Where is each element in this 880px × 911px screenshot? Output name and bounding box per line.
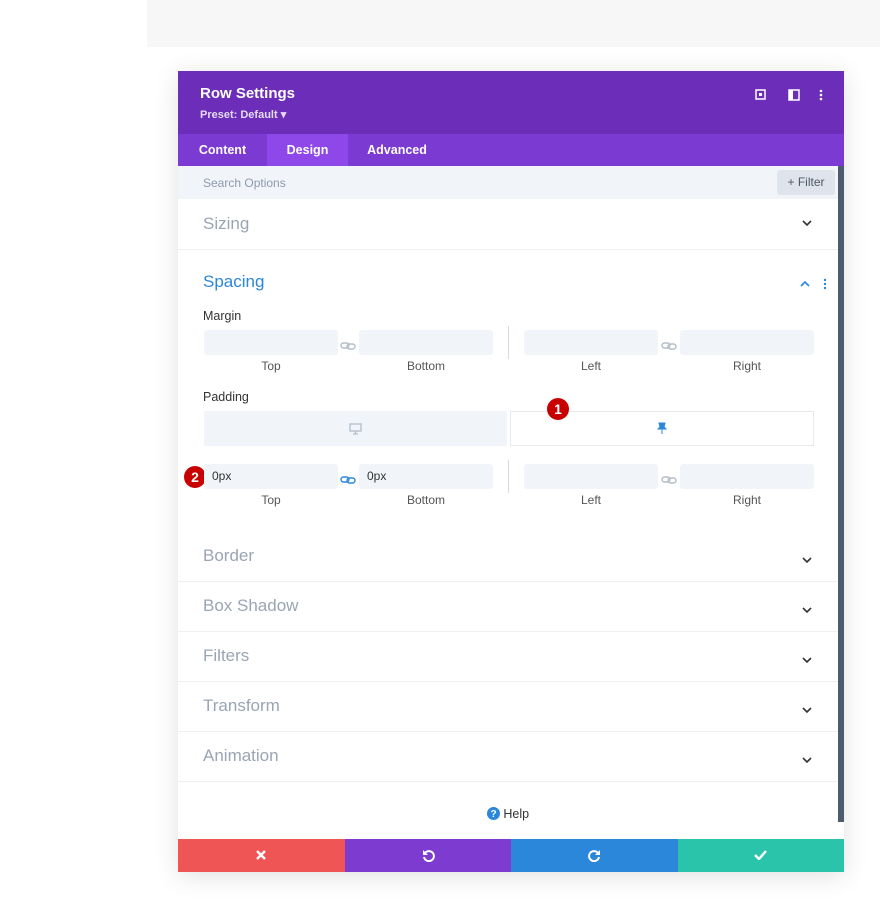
preset-label: Preset: Default <box>200 109 278 121</box>
spacing-input[interactable] <box>680 464 814 489</box>
spacing-input[interactable]: 0px <box>359 464 493 489</box>
section-row[interactable]: Filters <box>178 631 838 682</box>
save-button[interactable] <box>677 839 844 872</box>
settings-modal: Row Settings Preset: Default ▾ Content D… <box>178 71 844 872</box>
section-row[interactable]: Border <box>178 531 838 582</box>
field-sublabel: Right <box>732 493 761 507</box>
spacing-input[interactable]: 0px <box>204 464 338 489</box>
chevron <box>802 701 812 719</box>
section-controls <box>800 278 827 290</box>
header-icons <box>755 89 823 101</box>
tab-active[interactable]: Design <box>267 134 348 166</box>
spacing-input[interactable] <box>204 330 338 355</box>
spacing-input[interactable] <box>524 464 658 489</box>
hover-toggle[interactable] <box>510 411 814 446</box>
top-band <box>147 0 880 47</box>
step-badge: 1 <box>547 398 569 420</box>
chevron <box>802 220 812 227</box>
spacing-input[interactable] <box>680 330 814 355</box>
link-icon[interactable] <box>661 472 677 484</box>
link-icon[interactable] <box>661 338 677 350</box>
field-sublabel: Top <box>261 359 281 373</box>
field-sublabel: Bottom <box>406 493 445 507</box>
preset-selector[interactable]: Preset: Default ▾ <box>200 109 287 121</box>
svg-text:?: ? <box>490 809 496 820</box>
section-title: Border <box>203 546 255 565</box>
section-title: Filters <box>203 646 250 665</box>
field-sublabel: Right <box>732 359 761 373</box>
tab[interactable]: Content <box>198 143 247 157</box>
section-title: Box Shadow <box>203 596 299 615</box>
section-title: Transform <box>203 696 280 715</box>
link-icon[interactable] <box>340 338 356 350</box>
field-sublabel: Bottom <box>406 359 445 373</box>
filter-label: Filter <box>797 175 825 189</box>
chevron <box>802 651 812 669</box>
spacing-input[interactable] <box>359 330 493 355</box>
undo-button[interactable] <box>344 839 511 872</box>
field-sublabel: Top <box>261 493 281 507</box>
tab[interactable]: Advanced <box>367 143 427 157</box>
search-bar: Search Options + Filter <box>178 166 838 199</box>
section-title: Sizing <box>203 214 250 233</box>
redo-button[interactable] <box>511 839 678 872</box>
field-label: Margin <box>203 309 242 323</box>
chevron <box>802 601 812 619</box>
step-badge: 2 <box>184 466 206 488</box>
expand-icon[interactable] <box>755 89 766 100</box>
field-sublabel: Left <box>580 493 601 507</box>
chevron <box>802 551 812 569</box>
spacing-input[interactable] <box>524 330 658 355</box>
more-icon[interactable] <box>819 89 823 93</box>
chevron <box>802 751 812 769</box>
search-input[interactable]: Search Options <box>203 176 286 190</box>
section-row[interactable]: Transform <box>178 681 838 732</box>
cancel-button[interactable] <box>178 839 345 872</box>
filter-button[interactable]: + Filter <box>777 170 835 195</box>
device-toggle[interactable] <box>204 411 507 446</box>
modal-title: Row Settings <box>200 85 296 102</box>
section-row[interactable]: Box Shadow <box>178 581 838 632</box>
help-label: Help <box>503 807 530 821</box>
tab-bar: Content Design Advanced <box>178 134 844 166</box>
section-row[interactable]: Sizing <box>178 199 838 250</box>
section-row[interactable]: Animation <box>178 731 838 782</box>
field-label: Padding <box>203 390 249 404</box>
scrollbar <box>838 166 844 822</box>
divider <box>508 326 509 359</box>
modal-header: Row Settings Preset: Default ▾ <box>178 71 844 134</box>
divider <box>508 460 509 493</box>
link-icon[interactable] <box>340 472 356 484</box>
help-link[interactable]: ? Help <box>178 807 838 821</box>
section-title: Spacing <box>203 272 265 291</box>
field-sublabel: Left <box>580 359 601 373</box>
section-title: Animation <box>203 746 279 765</box>
